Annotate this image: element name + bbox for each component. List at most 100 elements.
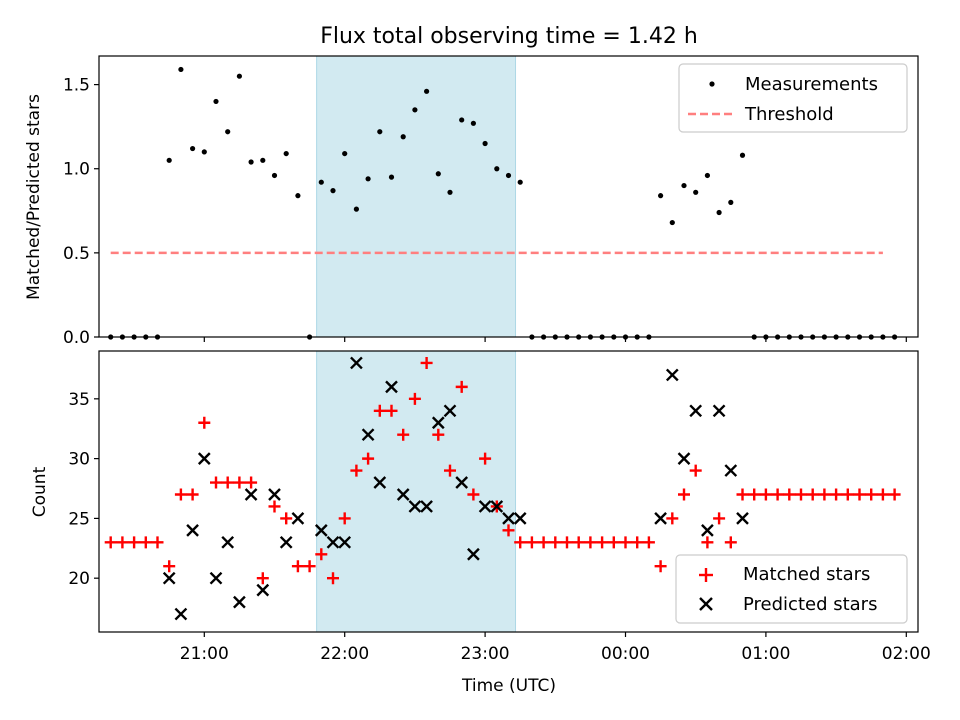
measurement-point — [505, 172, 512, 179]
measurement-point — [271, 172, 278, 179]
matched-star-point — [888, 488, 901, 501]
legend-predicted-label: Predicted stars — [743, 594, 877, 615]
matched-star-point — [303, 560, 316, 573]
top-panel: 0.0 0.5 1.0 1.5 Matched/Predicted stars Mea… — [24, 55, 919, 348]
predicted-star-point — [256, 583, 270, 597]
measurement-point — [225, 129, 231, 135]
predicted-star-point — [665, 368, 679, 382]
matched-star-point — [479, 452, 492, 465]
matched-star-point — [584, 536, 597, 549]
predicted-star-point — [736, 512, 749, 525]
xtick-label: 02:00 — [882, 644, 931, 664]
measurement-point — [201, 149, 207, 155]
matched-star-point — [338, 512, 351, 525]
matched-star-point — [502, 524, 515, 537]
matched-star-point — [432, 428, 445, 441]
matched-star-point — [198, 416, 211, 429]
matched-star-point — [806, 488, 819, 501]
matched-star-point — [514, 536, 527, 549]
predicted-star-point — [443, 404, 457, 418]
matched-star-point — [373, 404, 386, 417]
measurement-point — [236, 73, 242, 79]
xtick-label: 00:00 — [601, 644, 650, 664]
predicted-star-point — [654, 512, 667, 525]
matched-star-point — [876, 488, 889, 501]
measurement-point — [681, 182, 687, 189]
predicted-star-point — [268, 488, 281, 501]
bottom-legend: Matched stars Predicted stars — [675, 554, 908, 624]
matched-star-point — [631, 536, 644, 549]
x-axis-label: Time (UTC) — [461, 676, 556, 696]
measurement-point — [704, 172, 711, 179]
matched-star-point — [280, 512, 293, 525]
matched-star-point — [689, 464, 702, 477]
measurement-point — [728, 199, 734, 205]
matched-star-point — [701, 536, 714, 549]
matched-star-point — [561, 536, 573, 549]
bottom-y-axis-label: Count — [30, 466, 50, 517]
matched-star-point — [642, 536, 655, 549]
measurement-point — [330, 188, 336, 194]
matched-star-point — [666, 512, 679, 525]
predicted-star-point — [455, 476, 469, 489]
measurement-point — [494, 166, 500, 172]
measurement-point — [318, 179, 324, 185]
bottom-ytick-label: 20 — [68, 569, 90, 589]
matched-star-point — [713, 512, 726, 525]
measurement-point — [342, 150, 348, 157]
predicted-star-point — [350, 356, 363, 370]
predicted-star-point — [701, 524, 714, 537]
predicted-star-point — [326, 535, 340, 549]
matched-star-point — [619, 536, 632, 549]
predicted-star-point — [677, 452, 691, 465]
matched-star-point — [736, 488, 749, 501]
measurement-point — [716, 209, 722, 216]
predicted-star-point — [467, 547, 480, 561]
measurement-point — [213, 98, 219, 105]
measurement-point — [353, 206, 359, 212]
measurement-point — [365, 176, 371, 182]
legend-threshold-label: Threshold — [744, 104, 834, 125]
measurement-point — [248, 159, 254, 165]
matched-star-point — [654, 560, 667, 573]
predicted-star-point — [197, 452, 211, 465]
matched-star-point — [572, 536, 585, 549]
legend-matched-marker — [699, 568, 713, 582]
measurement-point — [412, 107, 418, 113]
measurement-point — [260, 157, 266, 163]
predicted-star-point — [233, 595, 246, 609]
matched-star-point — [233, 476, 246, 489]
bottom-ytick-label: 30 — [68, 450, 90, 470]
measurement-point — [435, 171, 441, 177]
predicted-star-point — [162, 571, 176, 585]
matched-star-point — [139, 536, 152, 549]
predicted-star-point — [361, 428, 375, 442]
measurement-point — [669, 219, 675, 226]
top-ytick-label: 0.0 — [63, 328, 90, 348]
measurement-point — [295, 193, 301, 199]
top-y-axis-label: Matched/Predicted stars — [24, 94, 44, 300]
matched-star-point — [315, 548, 328, 561]
matched-star-point — [116, 536, 129, 549]
matched-star-point — [596, 536, 609, 549]
matched-star-point — [104, 536, 117, 549]
bottom-ytick-label: 25 — [68, 509, 90, 529]
matched-star-point — [210, 476, 222, 489]
predicted-star-point — [279, 535, 293, 549]
matched-star-point — [151, 536, 164, 549]
top-ytick-label: 0.5 — [63, 244, 90, 264]
matched-star-point — [771, 488, 784, 501]
measurement-point — [377, 129, 383, 135]
predicted-star-point — [373, 476, 387, 489]
top-axes-frame — [98, 55, 919, 338]
matched-star-point — [256, 572, 269, 585]
matched-star-point — [163, 560, 176, 573]
measurement-point — [459, 117, 465, 123]
measurement-point — [470, 120, 476, 126]
predicted-star-point — [408, 500, 422, 513]
matched-star-point — [385, 404, 398, 417]
predicted-star-point — [338, 535, 352, 549]
predicted-star-point — [174, 607, 188, 621]
matched-star-point — [327, 572, 339, 585]
